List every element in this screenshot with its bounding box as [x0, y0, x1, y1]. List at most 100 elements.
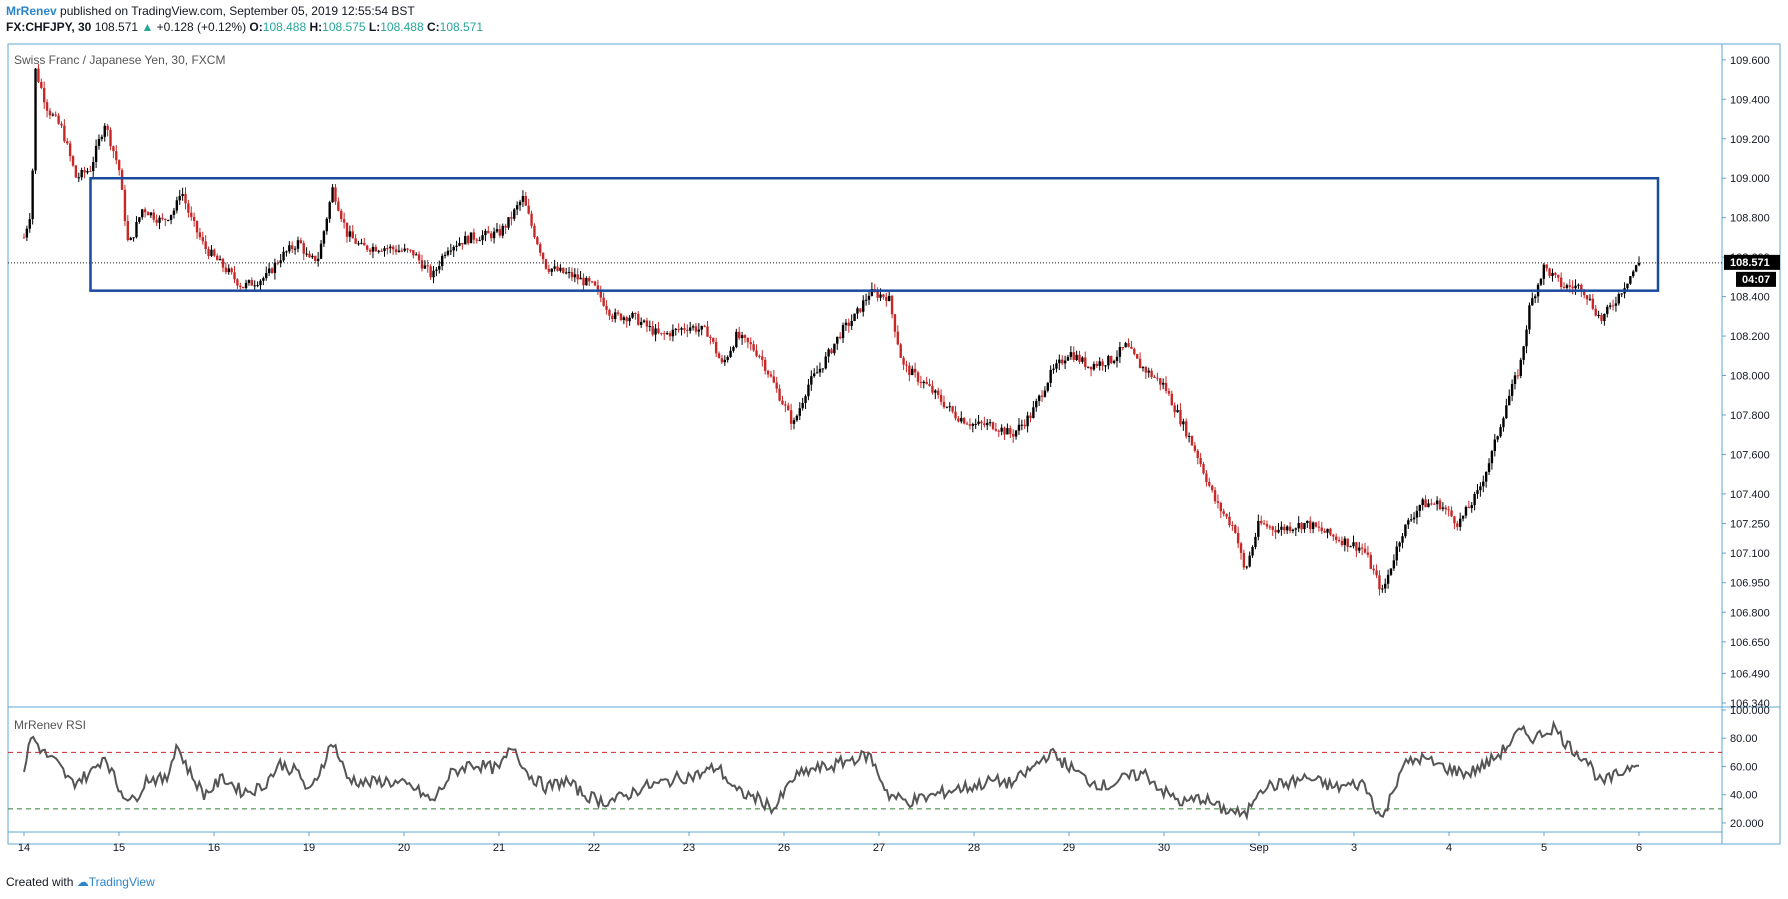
- time-tick-label: 15: [113, 842, 125, 854]
- candle-body: [1199, 458, 1202, 465]
- candle-body: [371, 246, 375, 252]
- price-tick-label: 107.100: [1730, 548, 1770, 560]
- candle-body: [1297, 523, 1300, 529]
- candle-body: [608, 309, 611, 316]
- tradingview-brand[interactable]: TradingView: [88, 875, 155, 889]
- candle-body: [391, 246, 395, 250]
- candle-body: [466, 235, 470, 244]
- candle-body: [63, 125, 66, 142]
- candle-body: [928, 383, 931, 386]
- candle-body: [844, 322, 848, 326]
- candle-body: [556, 266, 559, 271]
- candle-body: [461, 243, 464, 245]
- candle-body: [1300, 523, 1303, 530]
- candle-body: [896, 331, 900, 345]
- low-value: 108.488: [380, 20, 424, 34]
- candle-body: [1277, 529, 1280, 533]
- author-name[interactable]: MrRenev: [6, 4, 57, 18]
- candle-body: [628, 317, 631, 322]
- price-tick-label: 109.400: [1730, 94, 1770, 106]
- candle-body: [1011, 434, 1015, 437]
- candle-body: [265, 273, 268, 279]
- candle-body: [1594, 308, 1597, 316]
- candle-body: [859, 308, 862, 312]
- candle-body: [120, 170, 124, 190]
- countdown-badge-text: 04:07: [1742, 274, 1770, 286]
- candle-body: [931, 385, 934, 393]
- candle-body: [1306, 520, 1309, 524]
- chart-area[interactable]: Swiss Franc / Japanese Yen, 30, FXCM MrR…: [0, 0, 1788, 860]
- candle-body: [262, 278, 265, 281]
- candle-body: [1372, 568, 1375, 571]
- candle-body: [224, 267, 228, 273]
- candle-body: [340, 210, 343, 220]
- candle-body: [293, 248, 297, 250]
- candle-body: [954, 411, 957, 419]
- candle-body: [576, 274, 579, 280]
- candle-body: [1484, 472, 1488, 482]
- candle-body: [1029, 415, 1032, 418]
- candle-body: [824, 356, 827, 369]
- candle-body: [957, 418, 960, 422]
- candle-body: [435, 269, 438, 271]
- candle-body: [1285, 526, 1289, 531]
- candle-body: [1519, 359, 1522, 376]
- candle-body: [1565, 285, 1569, 288]
- candle-body: [934, 390, 937, 393]
- candle-body: [1528, 305, 1531, 330]
- candle-body: [763, 359, 767, 371]
- candle-body: [541, 252, 545, 260]
- candle-body: [1242, 552, 1246, 568]
- candle-body: [945, 406, 949, 408]
- candle-body: [169, 214, 173, 221]
- candle-body: [527, 205, 530, 214]
- candle-body: [440, 255, 444, 267]
- candle-body: [1035, 401, 1038, 408]
- price-tick-label: 107.800: [1730, 410, 1770, 422]
- candle-body: [564, 272, 568, 274]
- candle-body: [501, 225, 504, 236]
- candle-body: [97, 138, 101, 146]
- range-box[interactable]: [89, 176, 1660, 292]
- candle-body: [1355, 542, 1358, 551]
- candle-body: [521, 196, 525, 202]
- candle-body: [991, 422, 995, 430]
- candle-body: [1228, 516, 1231, 526]
- candle-body: [674, 328, 677, 330]
- candle-body: [1620, 293, 1623, 295]
- candle-body: [1187, 435, 1191, 437]
- candle-body: [423, 265, 427, 269]
- candle-body: [596, 285, 600, 290]
- candle-body: [1617, 293, 1621, 304]
- candle-body: [720, 358, 724, 363]
- price-tick-label: 108.400: [1730, 292, 1770, 304]
- candle-body: [1392, 560, 1396, 569]
- candle-body: [622, 317, 626, 321]
- candle-body: [1378, 575, 1381, 590]
- candle-body: [394, 249, 398, 252]
- candle-body: [1447, 509, 1450, 511]
- candle-body: [77, 177, 80, 179]
- candle-body: [1450, 510, 1453, 517]
- candle-body: [804, 396, 807, 404]
- publish-line: MrRenev published on TradingView.com, Se…: [6, 4, 415, 18]
- candle-body: [241, 286, 245, 289]
- candle-body: [126, 221, 130, 241]
- time-tick-label: 19: [303, 842, 315, 854]
- price-tick-label: 109.000: [1730, 173, 1770, 185]
- candle-body: [1081, 357, 1084, 362]
- candle-body: [579, 277, 582, 280]
- candle-body: [611, 315, 614, 320]
- candle-body: [890, 295, 894, 315]
- candle-body: [1384, 583, 1387, 589]
- candle-body: [478, 240, 481, 242]
- rsi-tick-label: 100.000: [1730, 705, 1770, 717]
- candle-body: [403, 248, 406, 251]
- candle-body: [1412, 517, 1416, 520]
- candle-body: [181, 193, 184, 197]
- candle-body: [409, 249, 412, 251]
- candle-body: [28, 219, 31, 229]
- candle-body: [1533, 296, 1537, 299]
- candle-body: [1542, 264, 1546, 279]
- candle-body: [1046, 382, 1049, 391]
